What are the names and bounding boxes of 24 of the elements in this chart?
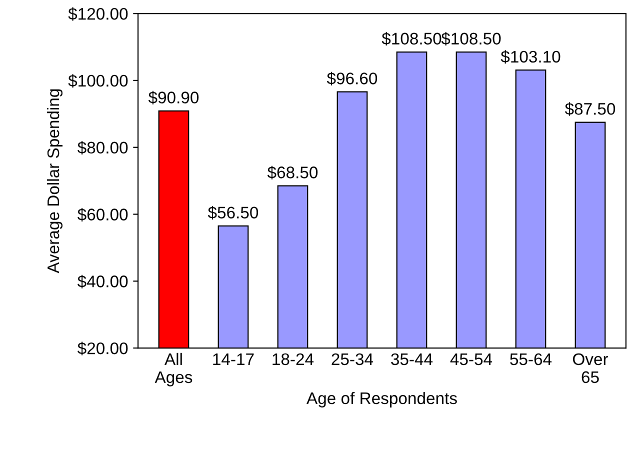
y-tick-label: $100.00 [68, 74, 128, 88]
x-axis-title: Age of Respondents [306, 392, 457, 408]
data-label: $90.90 [148, 90, 199, 104]
data-label: $96.60 [326, 72, 378, 86]
data-label: $103.10 [500, 50, 560, 64]
y-tick-label: $120.00 [68, 7, 128, 21]
y-tick-label: $60.00 [78, 208, 128, 222]
y-axis-title: Average Dollar Spending [46, 89, 63, 274]
x-tick-label: 35-44 [391, 353, 433, 366]
x-tick-label: 18-24 [272, 353, 314, 366]
data-label: $108.50 [382, 32, 442, 46]
data-label: $56.50 [208, 206, 258, 220]
y-tick-label: $80.00 [78, 141, 128, 155]
y-tick-label: $40.00 [78, 274, 128, 288]
x-tick-label: 45-54 [450, 354, 492, 366]
x-tick-label: 25-34 [332, 353, 374, 366]
x-tick-label: 14-17 [213, 354, 254, 365]
data-label: $87.50 [564, 102, 616, 116]
y-tick-label: $20.00 [78, 342, 128, 356]
data-label: $68.50 [267, 166, 318, 180]
data-label: $108.50 [441, 32, 501, 46]
x-tick-label: All Ages [154, 352, 192, 386]
x-tick-label: Over 65 [572, 353, 608, 384]
x-tick-label: 55-64 [510, 353, 552, 366]
